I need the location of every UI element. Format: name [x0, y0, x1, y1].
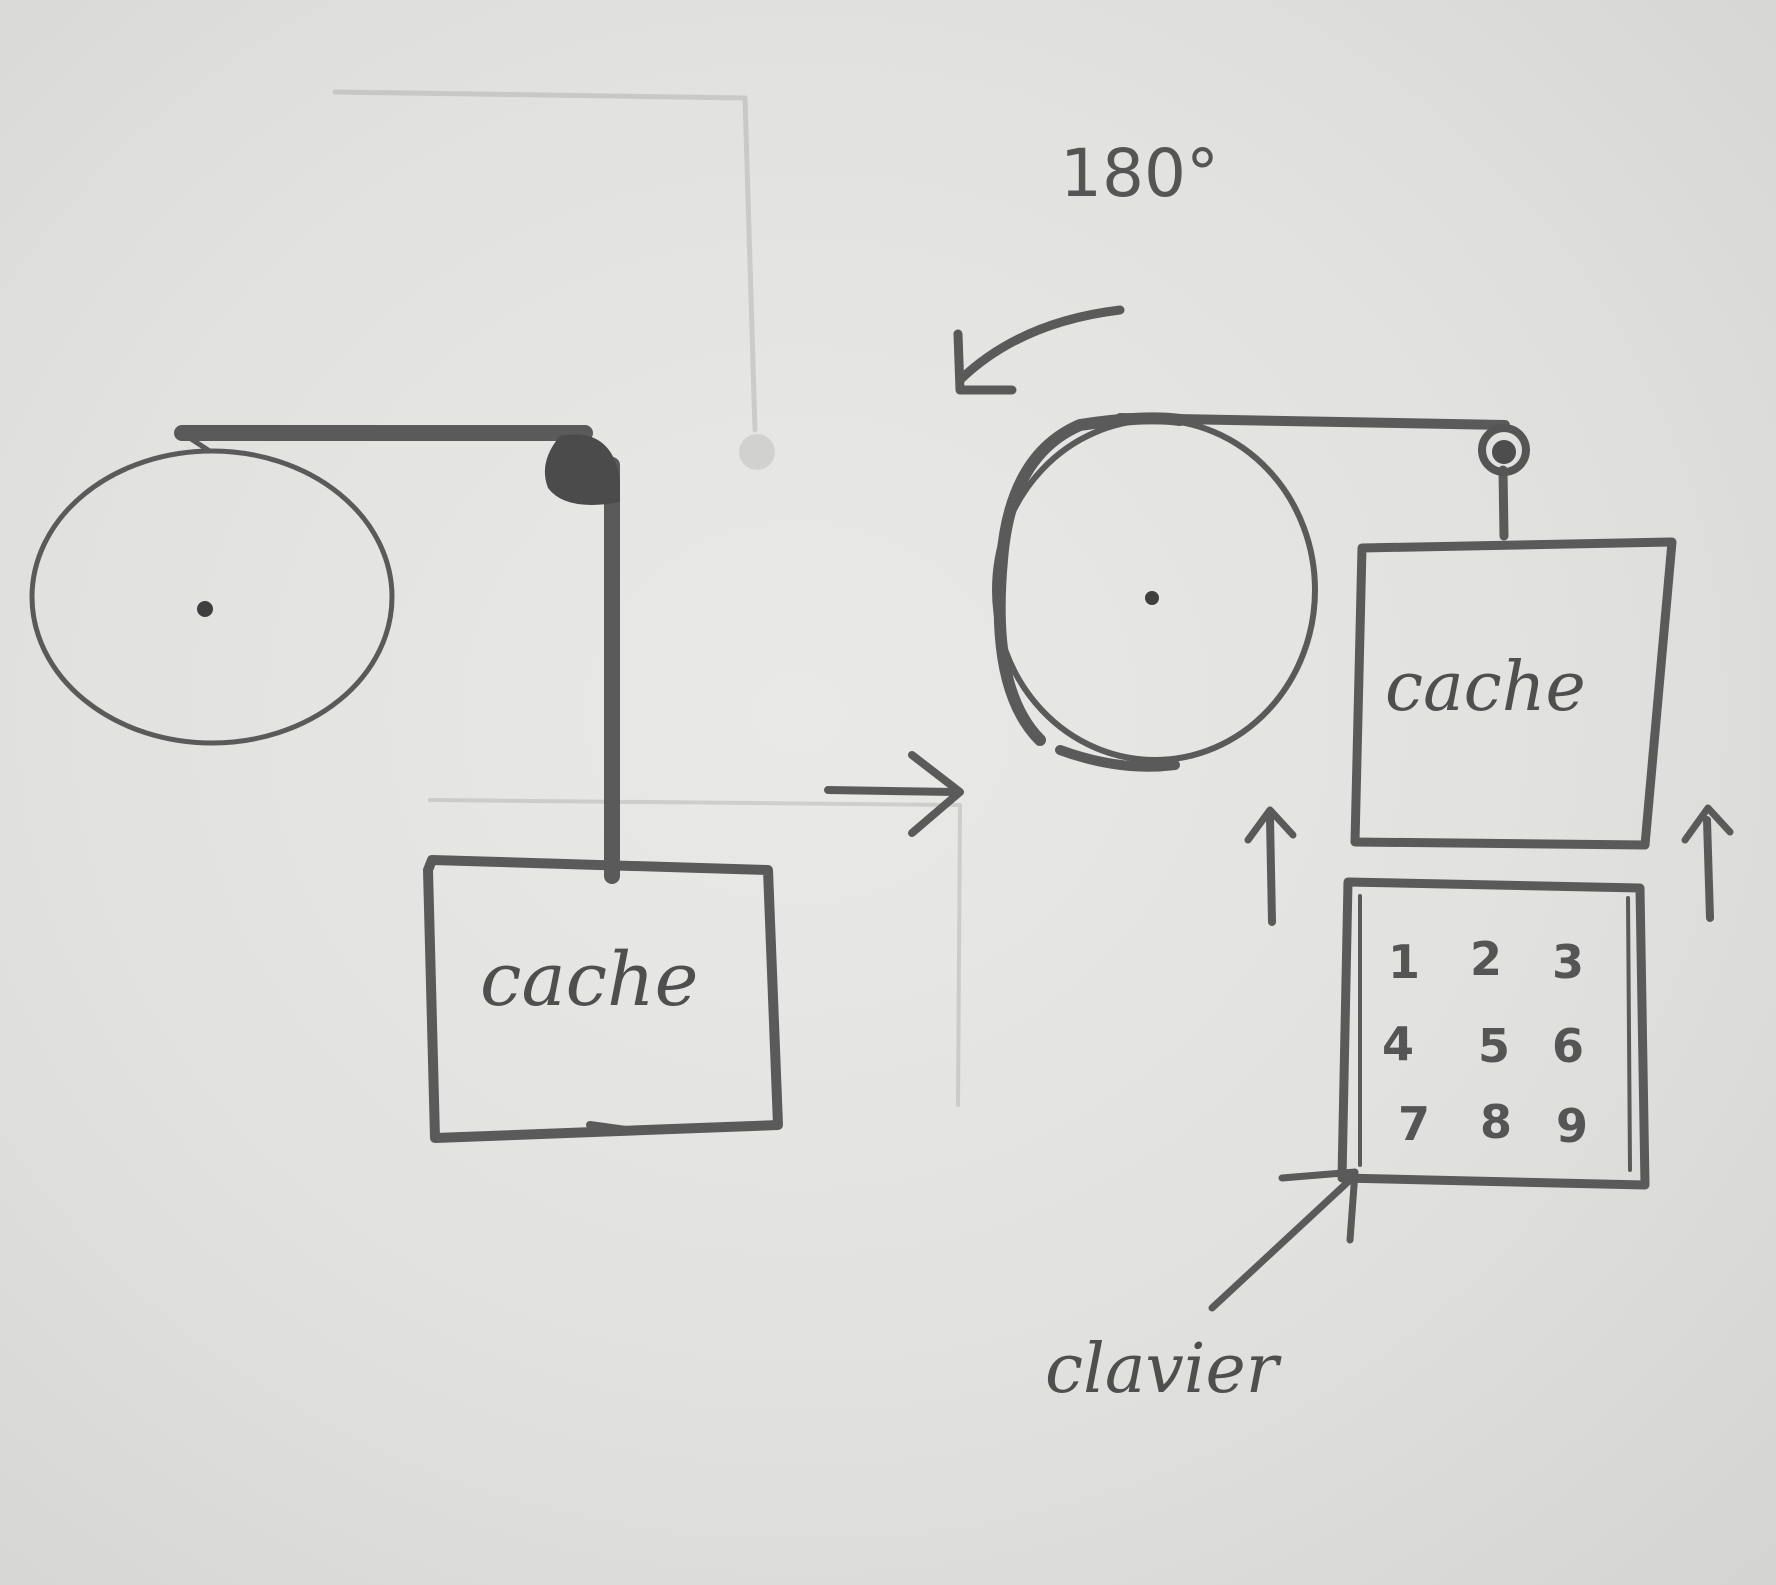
- keypad-key: 5: [1478, 1019, 1510, 1073]
- left-pulley-wheel: [29, 448, 395, 746]
- right-string: [1115, 413, 1510, 541]
- keypad-keys: 1 2 3 4 5 6 7 8 9: [1382, 932, 1588, 1153]
- right-cache-label: cache: [1385, 648, 1586, 727]
- keypad-key: 3: [1552, 935, 1584, 989]
- keypad-key: 1: [1388, 935, 1420, 989]
- keypad-key: 6: [1552, 1019, 1584, 1073]
- right-corner-pulley: [1478, 424, 1530, 476]
- keypad-key: 7: [1398, 1097, 1430, 1151]
- right-cache-box: cache: [1350, 537, 1677, 850]
- left-string: [174, 425, 620, 884]
- right-pulley-axle: [1145, 591, 1159, 605]
- left-state: cache: [29, 425, 783, 1143]
- right-state: 180° cache: [953, 135, 1734, 1409]
- left-corner-pulley: [544, 434, 620, 505]
- left-cache-label: cache: [480, 937, 698, 1023]
- left-pulley-axle: [197, 601, 213, 617]
- keypad-key: 4: [1382, 1017, 1414, 1071]
- keypad-callout-label: clavier: [1045, 1330, 1282, 1409]
- rotation-arrow: [953, 305, 1125, 395]
- keypad-callout-arrow: [1208, 1168, 1359, 1312]
- lift-arrow-left: [1244, 806, 1297, 926]
- keypad-box: [1337, 877, 1650, 1190]
- left-cache-box: cache: [423, 855, 783, 1143]
- lift-arrow-right: [1681, 804, 1734, 922]
- transition-arrow: [824, 751, 964, 837]
- rotation-label: 180°: [1060, 135, 1219, 212]
- keypad-key: 8: [1480, 1095, 1512, 1149]
- right-pulley-wheel: [992, 412, 1318, 772]
- keypad-key: 2: [1470, 932, 1502, 986]
- keypad-key: 9: [1556, 1099, 1588, 1153]
